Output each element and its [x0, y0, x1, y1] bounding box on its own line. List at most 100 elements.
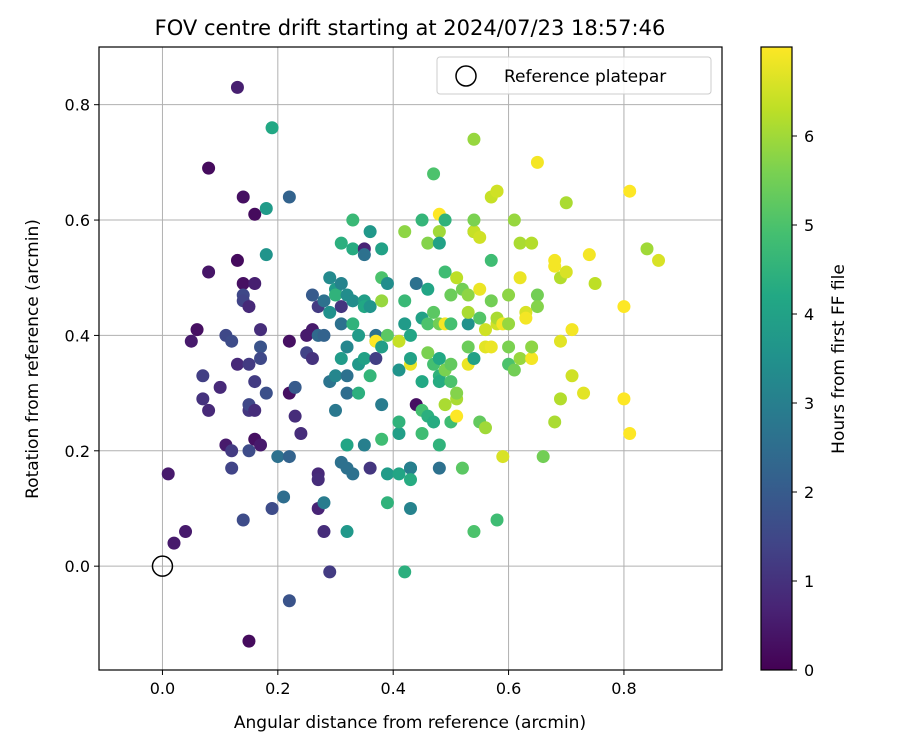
data-point: [559, 265, 573, 279]
data-point: [409, 277, 423, 291]
y-tick-label: 0.8: [65, 96, 90, 115]
data-point: [582, 248, 596, 262]
data-point: [340, 386, 354, 400]
data-point: [242, 300, 256, 314]
y-tick-label: 0.0: [65, 557, 90, 576]
x-tick-label: 0.6: [496, 679, 521, 698]
x-tick-label: 0.2: [265, 679, 290, 698]
data-point: [530, 155, 544, 169]
data-point: [357, 248, 371, 262]
data-point: [565, 323, 579, 337]
colorbar: 0 1 2 3 4 5 6 Hours from first FF file: [760, 46, 849, 680]
y-tick-label: 0.4: [65, 326, 90, 345]
data-point: [502, 317, 516, 331]
data-point: [530, 300, 544, 314]
data-point: [288, 380, 302, 394]
data-point: [329, 288, 343, 302]
data-point: [346, 467, 360, 481]
data-point: [392, 415, 406, 429]
data-point: [265, 121, 279, 135]
data-point: [461, 288, 475, 302]
data-point: [444, 288, 458, 302]
data-point: [398, 294, 412, 308]
data-point: [202, 161, 216, 175]
data-point: [346, 213, 360, 227]
data-point: [380, 328, 394, 342]
colorbar-tick-label: 4: [804, 305, 814, 324]
data-point: [455, 461, 469, 475]
data-point: [380, 277, 394, 291]
data-point: [478, 323, 492, 337]
data-point: [375, 398, 389, 412]
data-point: [467, 352, 481, 365]
data-point: [305, 288, 319, 302]
data-point: [652, 253, 666, 267]
data-point: [334, 277, 348, 291]
y-tick-label: 0.2: [65, 442, 90, 461]
data-point: [230, 357, 244, 371]
data-point: [380, 496, 394, 510]
data-point: [553, 392, 567, 406]
data-point: [317, 294, 331, 308]
data-point: [288, 409, 302, 423]
data-point: [346, 242, 360, 256]
data-point: [553, 334, 567, 348]
data-point: [421, 282, 435, 296]
y-ticks: 0.0 0.2 0.4 0.6 0.8: [65, 96, 99, 576]
data-point: [248, 277, 262, 291]
data-point: [242, 634, 256, 648]
data-point: [467, 132, 481, 146]
data-point: [323, 305, 337, 319]
data-point: [363, 461, 377, 475]
data-point: [369, 352, 383, 365]
data-point: [450, 386, 464, 400]
data-point: [640, 242, 654, 256]
data-point: [502, 288, 516, 302]
data-point: [415, 213, 429, 227]
data-point: [259, 386, 273, 400]
data-point: [484, 253, 498, 267]
colorbar-gradient: [760, 46, 793, 671]
colorbar-tick-label: 6: [804, 127, 814, 146]
data-point: [444, 357, 458, 371]
data-point: [392, 334, 406, 348]
data-point: [340, 340, 354, 354]
data-point: [461, 317, 475, 331]
data-point: [484, 340, 498, 354]
data-point: [513, 352, 527, 365]
data-point: [432, 352, 446, 365]
data-point: [375, 340, 389, 354]
data-point: [196, 369, 210, 383]
plot-frame: [98, 46, 723, 671]
data-point: [265, 501, 279, 515]
data-point: [334, 352, 348, 365]
data-point: [363, 369, 377, 383]
data-point: [404, 501, 417, 515]
data-point: [461, 305, 475, 319]
data-point: [490, 184, 504, 198]
data-point: [317, 496, 331, 510]
data-point: [478, 421, 492, 435]
data-point: [334, 317, 348, 331]
data-point: [236, 513, 250, 527]
data-point: [467, 213, 481, 227]
data-point: [242, 444, 256, 458]
data-point: [363, 225, 377, 239]
colorbar-tick-label: 3: [804, 394, 814, 413]
data-point: [363, 300, 377, 314]
data-point: [404, 473, 417, 487]
data-point: [421, 236, 435, 250]
data-point: [167, 536, 181, 550]
data-point: [375, 242, 389, 256]
data-point: [438, 398, 452, 412]
data-point: [352, 328, 366, 342]
data-point: [282, 190, 296, 204]
data-point: [334, 236, 348, 250]
data-point: [565, 369, 579, 383]
data-point: [329, 369, 343, 383]
data-point: [530, 288, 544, 302]
data-point: [317, 328, 331, 342]
data-point: [450, 409, 464, 423]
data-point: [525, 340, 539, 354]
x-tick-label: 0.8: [611, 679, 636, 698]
